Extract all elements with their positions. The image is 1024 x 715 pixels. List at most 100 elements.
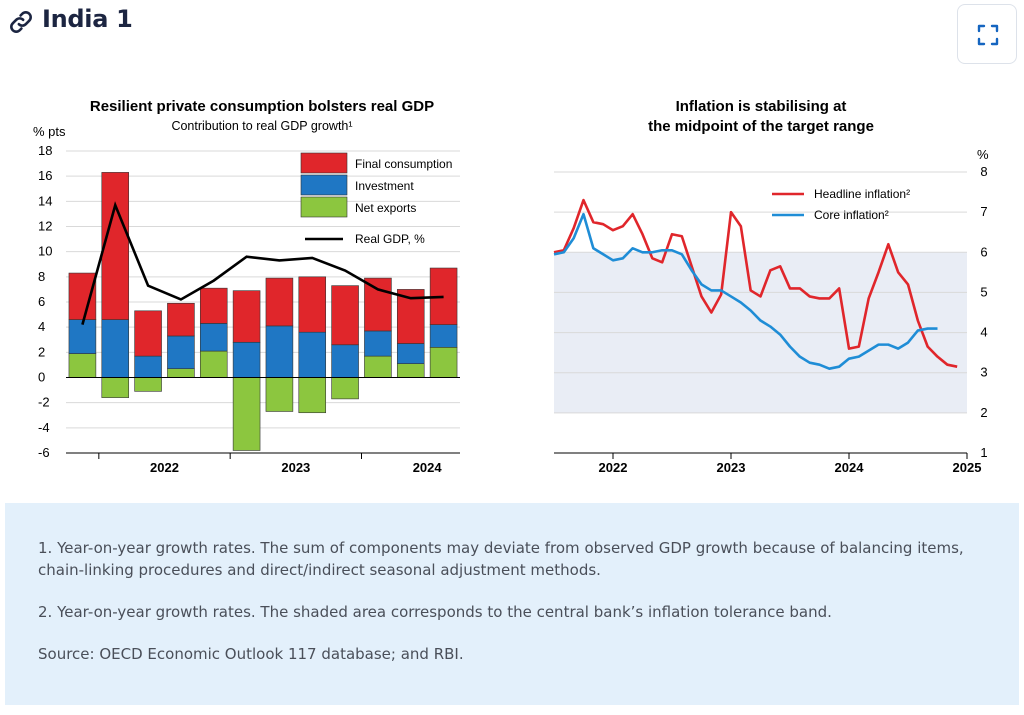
chart-figure: Resilient private consumption bolsters r… (33, 98, 989, 475)
left-y-tick-label: -4 (38, 420, 50, 435)
right-chart-unit: % (977, 147, 989, 162)
bar-investment-2024-Q1 (364, 330, 392, 357)
real-gdp-line (81, 201, 444, 325)
right-y-tick-label: 7 (980, 204, 987, 219)
bar-net-exports-2023-Q2 (265, 377, 294, 412)
bar-net-exports-2022-Q4 (199, 350, 228, 378)
left-grid (66, 150, 460, 454)
bar-final-consumption-2021-Q4 (68, 272, 97, 320)
bar-investment-2024-Q3 (429, 324, 458, 348)
right-x-tick-label: 2025 (953, 460, 982, 475)
left-x-axis: 2022 2023 2024 (66, 452, 460, 475)
bar-final-consumption-2023-Q1 (232, 290, 261, 343)
footnote-2: 2. Year-on-year growth rates. The shaded… (38, 603, 832, 621)
left-y-tick-label: 2 (38, 344, 45, 359)
legend-label: Investment (355, 179, 414, 193)
right-x-tick-label: 2023 (717, 460, 746, 475)
legend-swatch (300, 196, 348, 218)
left-y-tick-label: -6 (38, 445, 50, 460)
legend-swatch (300, 152, 348, 174)
left-chart-unit: % pts (33, 124, 66, 139)
gdp-contribution-chart: Resilient private consumption bolsters r… (33, 98, 460, 475)
bar-final-consumption-2022-Q3 (167, 302, 195, 337)
bar-net-exports-2022-Q1 (101, 377, 130, 398)
left-chart-subtitle: Contribution to real GDP growth¹ (171, 119, 352, 133)
page-title: India 1 (42, 5, 133, 33)
left-y-tick-label: 18 (38, 143, 52, 158)
bar-final-consumption-2023-Q3 (298, 276, 327, 333)
bar-net-exports-2024-Q3 (429, 346, 458, 378)
right-x-tick-label: 2024 (835, 460, 865, 475)
left-y-tick-label: 16 (38, 168, 52, 183)
bar-final-consumption-2022-Q4 (199, 287, 228, 324)
bar-final-consumption-2023-Q2 (265, 277, 294, 327)
real-gdp-line-group (81, 201, 444, 325)
left-y-tick-label: 4 (38, 319, 45, 334)
bar-investment-2021-Q4 (68, 319, 97, 354)
left-y-tick-label: 10 (38, 244, 52, 259)
left-y-tick-label: -2 (38, 395, 50, 410)
right-chart-title-line2: the midpoint of the target range (648, 118, 874, 135)
link-icon[interactable] (8, 9, 34, 35)
right-y-tick-label: 3 (980, 365, 987, 380)
bar-investment-2024-Q2 (396, 343, 425, 364)
bar-investment-2023-Q1 (232, 341, 261, 378)
left-y-tick-label: 0 (38, 370, 45, 385)
right-x-tick-label: 2022 (599, 460, 628, 475)
left-y-tick-label: 8 (38, 269, 45, 284)
footnote-1: 1. Year-on-year growth rates. The sum of… (38, 539, 964, 579)
legend-swatch (300, 174, 348, 196)
right-legend: Headline inflation² Core inflation² (772, 187, 910, 222)
left-y-tick-label: 6 (38, 294, 45, 309)
bar-investment-2023-Q2 (265, 325, 294, 378)
bar-net-exports-2024-Q1 (364, 355, 392, 378)
legend-label: Final consumption (355, 157, 452, 171)
right-y-tick-label: 4 (980, 325, 987, 340)
bar-final-consumption-2022-Q2 (134, 310, 162, 357)
bar-investment-2022-Q2 (134, 355, 162, 378)
bar-net-exports-2023-Q4 (331, 377, 359, 400)
right-y-tick-label: 8 (980, 164, 987, 179)
left-chart-title: Resilient private consumption bolsters r… (90, 98, 434, 115)
right-y-tick-label: 1 (980, 445, 987, 460)
expand-button[interactable] (957, 4, 1017, 64)
left-y-ticks: -6 -4 -2 0 2 4 6 8 10 12 14 16 18 (38, 143, 52, 460)
source-note: Source: OECD Economic Outlook 117 databa… (38, 645, 464, 663)
bar-investment-2022-Q3 (167, 335, 195, 369)
left-x-tick-label: 2024 (413, 460, 443, 475)
bar-investment-2022-Q4 (199, 323, 228, 352)
legend-label: Core inflation² (814, 208, 889, 222)
bar-net-exports-2022-Q3 (167, 368, 195, 378)
left-y-tick-label: 12 (38, 219, 52, 234)
bar-net-exports-2024-Q2 (396, 363, 425, 378)
legend-label: Net exports (355, 201, 416, 215)
right-y-tick-label: 2 (980, 405, 987, 420)
core-inflation-line (553, 212, 938, 371)
bar-investment-2023-Q4 (331, 344, 359, 378)
header: India 1 (0, 0, 1024, 64)
inflation-lines (553, 198, 958, 371)
right-y-tick-label: 6 (980, 244, 987, 259)
bar-net-exports-2021-Q4 (68, 353, 97, 378)
left-x-tick-label: 2023 (281, 460, 310, 475)
left-y-tick-label: 14 (38, 193, 52, 208)
bar-net-exports-2023-Q3 (298, 377, 327, 414)
bar-net-exports-2023-Q1 (232, 377, 261, 451)
right-x-axis: 2022 2023 2024 2025 (554, 452, 982, 475)
bar-investment-2022-Q1 (101, 319, 130, 378)
right-y-ticks: 1 2 3 4 5 6 7 8 (980, 164, 987, 460)
left-legend: Final consumption Investment Net exports Re… (300, 152, 452, 246)
bar-final-consumption-2024-Q1 (364, 277, 392, 332)
notes-panel: 1. Year-on-year growth rates. The sum of… (5, 503, 1019, 705)
left-x-tick-label: 2022 (150, 460, 179, 475)
inflation-chart: Inflation is stabilising at the midpoint… (553, 98, 989, 475)
expand-icon (977, 24, 999, 46)
legend-label: Headline inflation² (814, 187, 910, 201)
legend-label: Real GDP, % (355, 232, 425, 246)
bar-investment-2023-Q3 (298, 331, 327, 378)
bar-final-consumption-2022-Q1 (101, 172, 130, 320)
right-y-tick-label: 5 (980, 284, 987, 299)
headline-inflation-line (553, 198, 958, 368)
bar-final-consumption-2023-Q4 (331, 285, 359, 346)
right-chart-title-line1: Inflation is stabilising at (676, 98, 847, 115)
